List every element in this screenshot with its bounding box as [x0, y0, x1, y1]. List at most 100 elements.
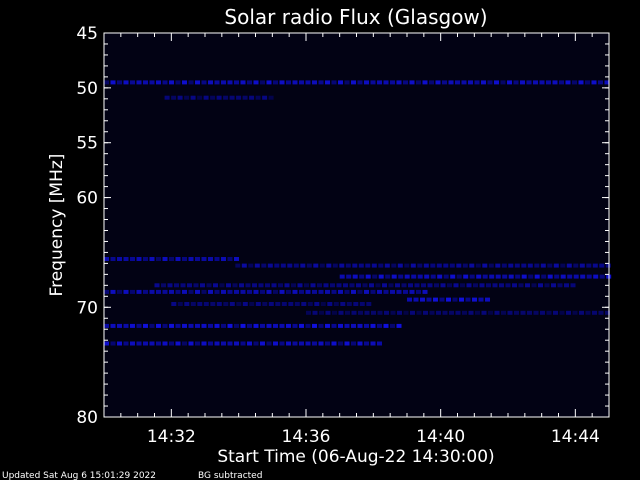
burst-cell	[455, 80, 460, 85]
burst-cell	[502, 274, 508, 279]
burst-cell	[442, 80, 447, 85]
burst-cell	[598, 80, 603, 85]
burst-cell	[104, 257, 109, 261]
burst-cell	[547, 263, 553, 268]
burst-cell	[221, 80, 226, 85]
burst-cell	[585, 310, 591, 315]
burst-cell	[266, 341, 272, 346]
burst-cell	[227, 289, 233, 294]
burst-cell	[262, 302, 268, 306]
burst-cell	[314, 302, 320, 306]
burst-cell	[364, 310, 370, 315]
burst-cell	[123, 257, 129, 261]
burst-cell	[456, 274, 462, 279]
burst-cell	[362, 283, 368, 288]
burst-cell	[286, 323, 291, 328]
burst-cell	[371, 310, 376, 315]
burst-cell	[206, 283, 212, 288]
burst-cell	[260, 80, 265, 85]
burst-cell	[494, 80, 499, 85]
burst-cell	[268, 302, 274, 306]
burst-cell	[478, 297, 484, 302]
burst-cell	[291, 283, 296, 288]
burst-cell	[182, 80, 187, 85]
burst-cell	[592, 263, 598, 268]
burst-cell	[521, 274, 527, 279]
burst-cell	[149, 257, 155, 261]
burst-cell	[175, 341, 181, 346]
burst-cell	[560, 274, 566, 279]
burst-cell	[175, 323, 181, 328]
burst-cell	[156, 341, 161, 346]
burst-cell	[331, 289, 337, 294]
burst-cell	[265, 283, 270, 288]
burst-cell	[364, 323, 369, 328]
burst-cell	[448, 80, 454, 85]
burst-cell	[195, 323, 200, 328]
burst-cell	[520, 80, 525, 85]
burst-cell	[130, 80, 135, 85]
burst-cell	[370, 80, 376, 85]
burst-cell	[528, 274, 534, 279]
burst-cell	[273, 289, 278, 294]
burst-cell	[424, 274, 430, 279]
burst-cell	[378, 263, 384, 268]
burst-cell	[249, 302, 255, 306]
burst-cell	[260, 341, 265, 346]
burst-cell	[429, 80, 434, 85]
burst-cell	[338, 289, 343, 294]
burst-cell	[310, 283, 316, 288]
burst-cell	[184, 302, 190, 306]
burst-cell	[453, 283, 459, 288]
burst-cell	[188, 323, 194, 328]
burst-cell	[357, 341, 363, 346]
burst-cell	[356, 283, 361, 288]
burst-cell	[195, 80, 200, 85]
x-tick-label: 14:36	[282, 427, 331, 447]
burst-cell	[346, 274, 352, 279]
burst-cell	[325, 310, 331, 315]
burst-cell	[521, 263, 527, 268]
burst-cell	[440, 283, 446, 288]
burst-cell	[343, 283, 348, 288]
burst-cell	[352, 263, 358, 268]
burst-cell	[410, 263, 416, 268]
burst-cell	[370, 289, 376, 294]
burst-cell	[540, 310, 545, 315]
burst-cell	[117, 341, 122, 346]
burst-cell	[226, 283, 231, 288]
burst-cell	[297, 283, 303, 288]
burst-cell	[403, 80, 408, 85]
burst-cell	[357, 289, 363, 294]
burst-cell	[299, 80, 304, 85]
x-tick-label: 14:40	[416, 427, 465, 447]
burst-cell	[236, 95, 242, 100]
burst-cell	[149, 289, 155, 294]
burst-cell	[357, 323, 363, 328]
burst-cell	[201, 341, 207, 346]
burst-cell	[162, 323, 168, 328]
burst-cell	[174, 283, 179, 288]
burst-cell	[351, 323, 356, 328]
burst-cell	[481, 80, 486, 85]
burst-cell	[455, 310, 461, 315]
burst-cell	[435, 80, 441, 85]
burst-cell	[552, 80, 558, 85]
burst-cell	[346, 302, 352, 306]
burst-cell	[110, 341, 116, 346]
burst-cell	[390, 289, 395, 294]
burst-cell	[136, 323, 142, 328]
burst-cell	[305, 323, 311, 328]
burst-cell	[261, 263, 267, 268]
burst-cell	[267, 263, 273, 268]
burst-cell	[426, 297, 432, 302]
burst-cell	[472, 297, 477, 302]
burst-cell	[266, 323, 272, 328]
burst-cell	[527, 310, 532, 315]
burst-band	[104, 289, 428, 294]
burst-cell	[383, 323, 389, 328]
burst-cell	[592, 310, 597, 315]
burst-cell	[253, 80, 259, 85]
x-tick-label: 14:32	[147, 427, 196, 447]
burst-cell	[507, 80, 512, 85]
